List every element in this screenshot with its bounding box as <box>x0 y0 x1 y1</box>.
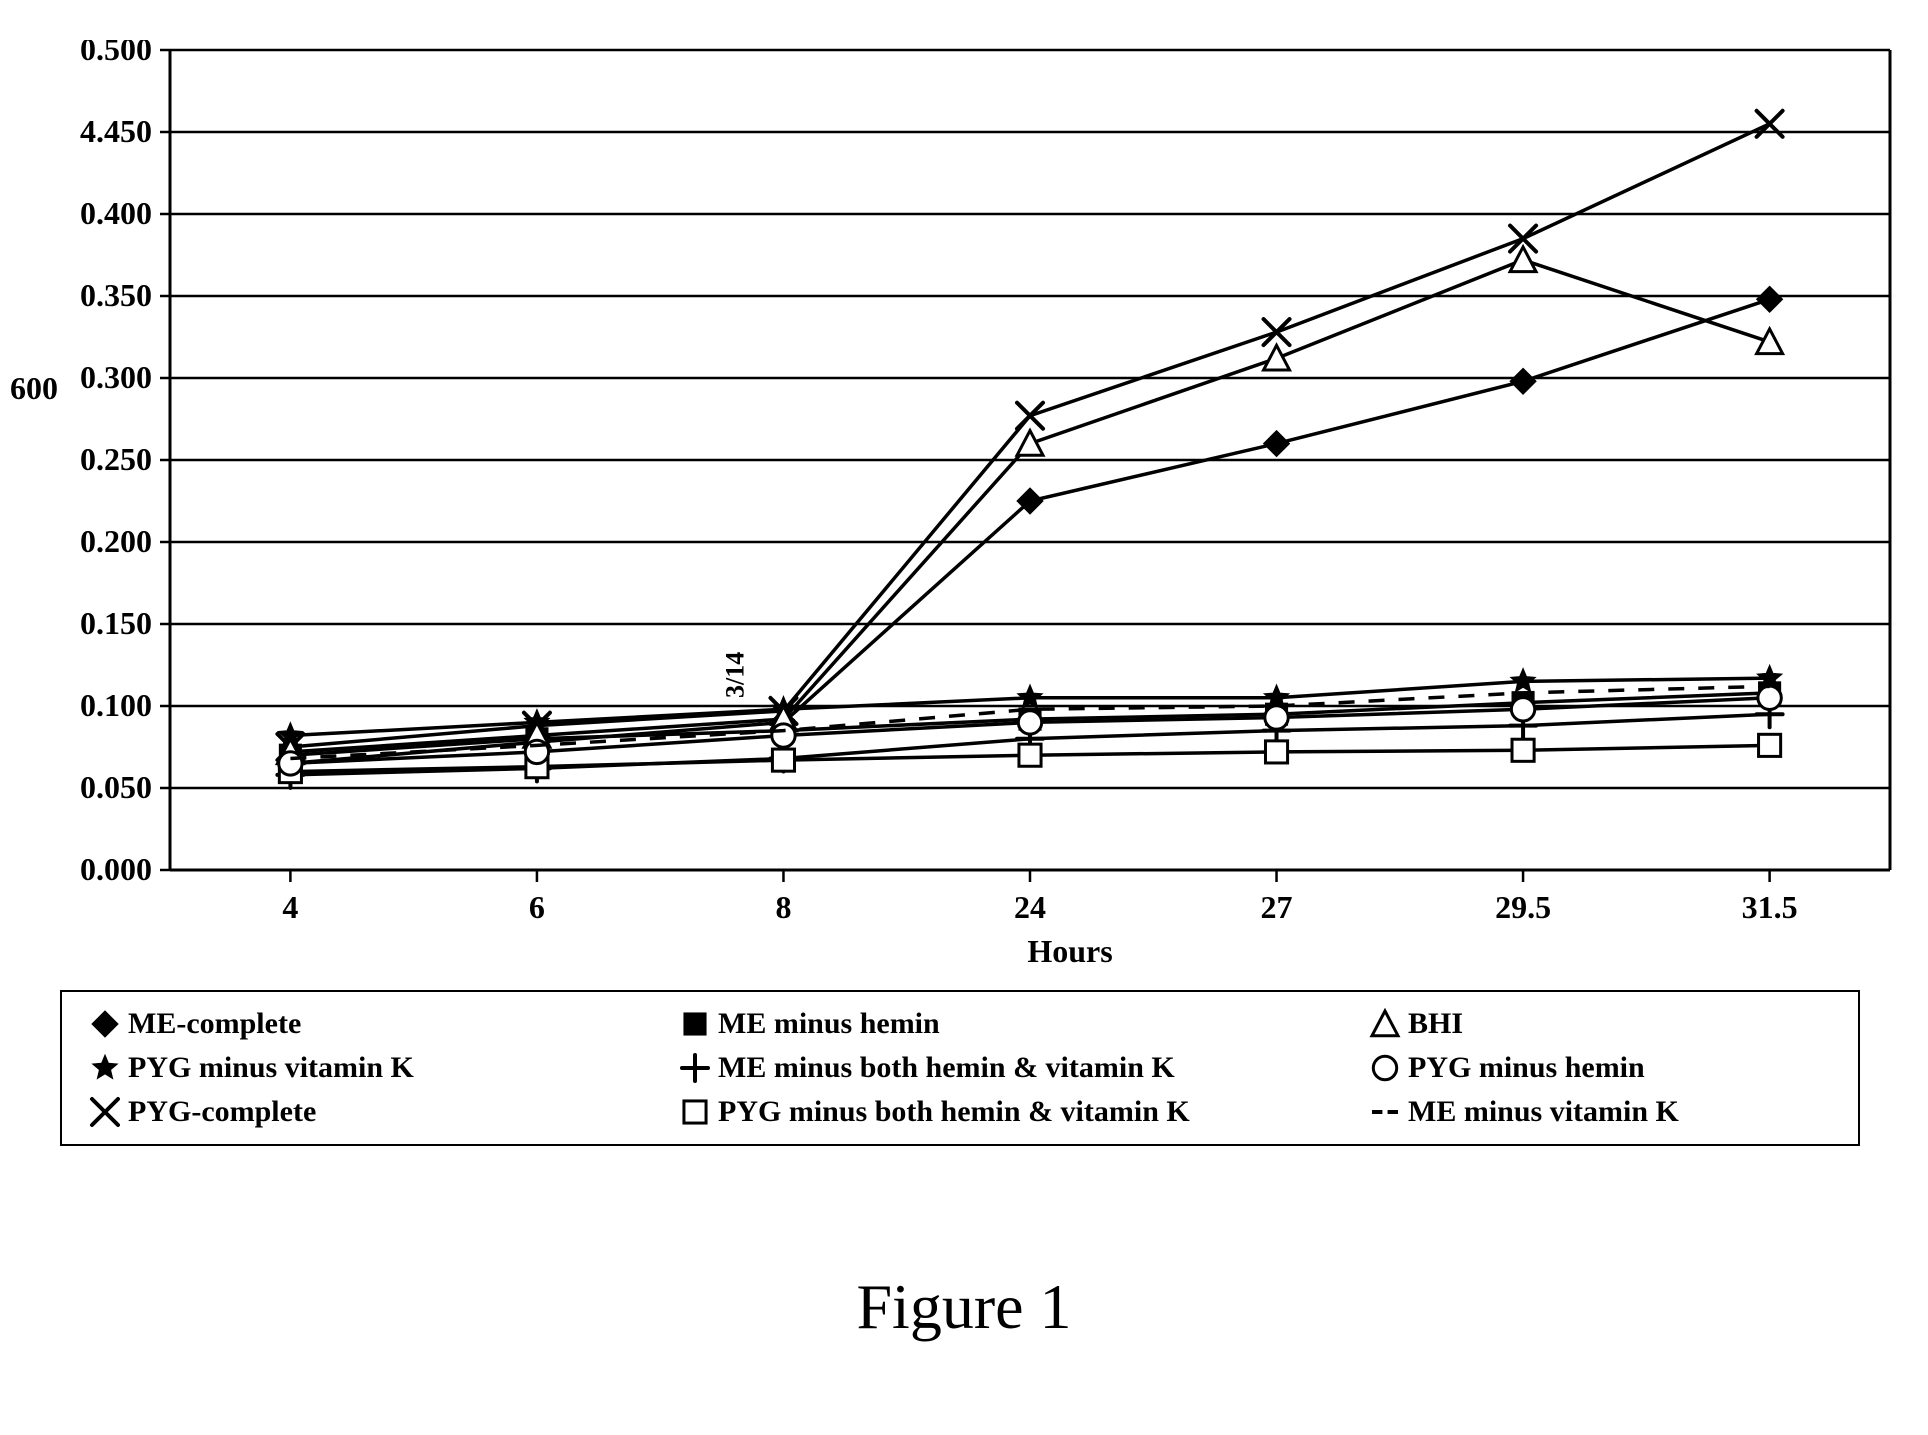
legend-label: BHI <box>1408 1004 1463 1045</box>
page-root: 600 0.000 0.050 0.100 0.150 0.200 0.250 … <box>0 0 1928 1435</box>
svg-text:24: 24 <box>1014 889 1046 925</box>
legend-label: ME-complete <box>128 1004 301 1045</box>
svg-text:29.5: 29.5 <box>1495 889 1551 925</box>
legend-item: ME-complete <box>82 1002 672 1046</box>
legend-label: ME minus both hemin & vitamin K <box>718 1048 1175 1089</box>
svg-text:3/14: 3/14 <box>720 652 749 698</box>
legend-marker-icon <box>1362 1004 1408 1044</box>
line-chart: 0.000 0.050 0.100 0.150 0.200 0.250 0.30… <box>60 40 1900 970</box>
legend-label: PYG-complete <box>128 1092 316 1133</box>
svg-text:27: 27 <box>1261 889 1293 925</box>
figure-caption: Figure 1 <box>0 1270 1928 1344</box>
svg-text:4: 4 <box>282 889 298 925</box>
legend-marker-icon <box>82 1004 128 1044</box>
legend-item: ME minus both hemin & vitamin K <box>672 1046 1362 1090</box>
svg-text:0.200: 0.200 <box>80 523 152 559</box>
legend-item: PYG-complete <box>82 1090 672 1134</box>
legend-box: ME-completePYG minus vitamin KPYG-comple… <box>60 990 1860 1146</box>
legend-column: BHIPYG minus heminME minus vitamin K <box>1362 1002 1832 1134</box>
chart-container: 0.000 0.050 0.100 0.150 0.200 0.250 0.30… <box>60 40 1860 1146</box>
legend-column: ME minus heminME minus both hemin & vita… <box>672 1002 1362 1134</box>
svg-text:0.000: 0.000 <box>80 851 152 887</box>
svg-text:31.5: 31.5 <box>1742 889 1798 925</box>
legend-column: ME-completePYG minus vitamin KPYG-comple… <box>82 1002 672 1134</box>
svg-text:0.150: 0.150 <box>80 605 152 641</box>
svg-text:0.100: 0.100 <box>80 687 152 723</box>
legend-item: BHI <box>1362 1002 1832 1046</box>
svg-text:Hours: Hours <box>1027 933 1112 969</box>
svg-text:0.250: 0.250 <box>80 441 152 477</box>
svg-text:4.450: 4.450 <box>80 113 152 149</box>
legend-label: ME minus vitamin K <box>1408 1092 1679 1133</box>
svg-text:0.350: 0.350 <box>80 277 152 313</box>
legend-label: ME minus hemin <box>718 1004 940 1045</box>
svg-text:0.500: 0.500 <box>80 40 152 67</box>
legend-marker-icon <box>82 1092 128 1132</box>
legend-item: ME minus hemin <box>672 1002 1362 1046</box>
legend-marker-icon <box>82 1048 128 1088</box>
svg-text:0.050: 0.050 <box>80 769 152 805</box>
svg-text:6: 6 <box>529 889 545 925</box>
svg-text:8: 8 <box>775 889 791 925</box>
legend-marker-icon <box>672 1092 718 1132</box>
legend-label: PYG minus hemin <box>1408 1048 1645 1089</box>
legend-marker-icon <box>672 1004 718 1044</box>
legend-item: PYG minus vitamin K <box>82 1046 672 1090</box>
legend-marker-icon <box>1362 1048 1408 1088</box>
legend-marker-icon <box>672 1048 718 1088</box>
legend-marker-icon <box>1362 1092 1408 1132</box>
svg-text:0.300: 0.300 <box>80 359 152 395</box>
svg-text:0.400: 0.400 <box>80 195 152 231</box>
legend-item: ME minus vitamin K <box>1362 1090 1832 1134</box>
legend-item: PYG minus both hemin & vitamin K <box>672 1090 1362 1134</box>
legend-label: PYG minus vitamin K <box>128 1048 414 1089</box>
y-axis-side-label: 600 <box>10 370 58 407</box>
legend-item: PYG minus hemin <box>1362 1046 1832 1090</box>
legend-label: PYG minus both hemin & vitamin K <box>718 1092 1190 1133</box>
